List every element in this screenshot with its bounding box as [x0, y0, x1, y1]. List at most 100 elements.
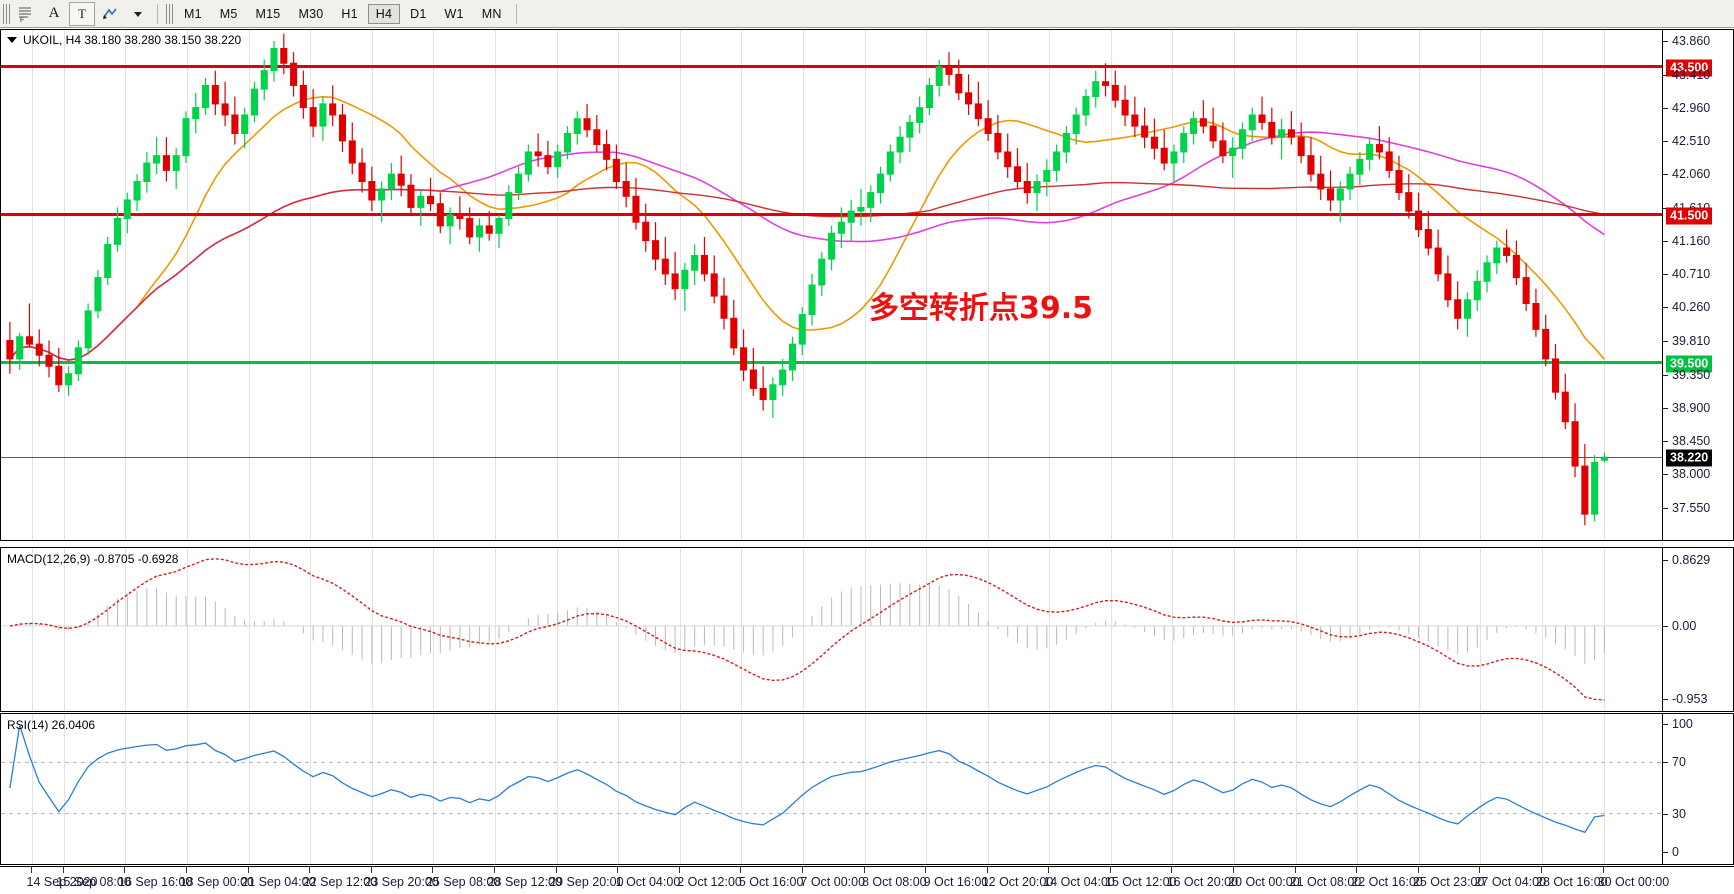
vertical-grid-line [1110, 548, 1112, 711]
level-line-support-39500[interactable] [1, 361, 1664, 365]
timeframe-m30[interactable]: M30 [298, 6, 324, 21]
rsi-tick [1663, 852, 1668, 853]
timeframe-m1[interactable]: M1 [184, 6, 202, 21]
vertical-grid-line [1049, 714, 1051, 864]
text-label-T-icon[interactable]: T [69, 1, 95, 26]
vertical-grid-line [802, 714, 804, 864]
vertical-grid-line [1542, 714, 1544, 864]
vertical-grid-line [310, 30, 312, 540]
time-tick [124, 867, 126, 873]
vertical-grid-line [1295, 548, 1297, 711]
timeframe-m5[interactable]: M5 [219, 6, 238, 21]
price-axis-label: 39.350 [1672, 367, 1711, 382]
timeframe-h4[interactable]: H4 [367, 3, 401, 24]
timeframe-d1[interactable]: D1 [410, 6, 427, 21]
price-tick [1663, 507, 1668, 509]
macd-axis-label: 0.00 [1672, 619, 1697, 634]
price-axis-label: 38.450 [1672, 434, 1711, 449]
rsi-plot-area[interactable] [1, 714, 1733, 864]
price-plot-area[interactable]: 多空转折点39.5 [1, 30, 1733, 540]
time-axis-label: 30 Oct 00:00 [1597, 875, 1670, 889]
macd-tick [1663, 560, 1668, 561]
time-axis-label: 28 Sep 12:00 [487, 875, 562, 889]
price-axis-label: 37.550 [1672, 500, 1711, 515]
timeframe-w1[interactable]: W1 [444, 6, 464, 21]
price-tick [1663, 141, 1668, 143]
price-axis[interactable]: 43.86043.50043.41042.96042.51042.06041.6… [1662, 30, 1733, 540]
vertical-grid-line [926, 548, 928, 711]
price-chart-panel[interactable]: 多空转折点39.5 UKOIL, H4 38.180 38.280 38.150… [0, 29, 1734, 541]
rsi-tick [1663, 724, 1668, 725]
timeframe-bar: M1 M5 M15 M30 H1 H4 D1 W1 MN [175, 3, 511, 24]
time-tick [617, 867, 619, 873]
time-axis-label: 2 Oct 12:00 [677, 875, 742, 889]
objects-icon[interactable] [97, 2, 123, 26]
vertical-grid-line [926, 714, 928, 864]
macd-axis: 0.8629 0.00 -0.953 [1662, 548, 1733, 711]
time-axis[interactable]: 14 Sep 2020 15 Sep 08:00 16 Sep 16:00 18 Se… [0, 866, 1734, 894]
rsi-tick [1663, 813, 1668, 815]
vertical-grid-line [1480, 714, 1482, 864]
vertical-grid-line [679, 548, 681, 711]
vertical-grid-line [1049, 548, 1051, 711]
price-axis-label: 42.060 [1672, 167, 1711, 182]
time-tick [1541, 867, 1543, 873]
vertical-grid-line [433, 30, 435, 540]
time-axis-label: 9 Oct 16:00 [923, 875, 989, 889]
vertical-grid-line [1418, 714, 1420, 864]
time-axis-label: 16 Sep 16:00 [118, 875, 193, 889]
vertical-grid-line [741, 714, 743, 864]
toolbar-separator-2 [515, 3, 517, 24]
time-axis-label: 16 Oct 20:00 [1166, 875, 1239, 889]
time-axis-label: 15 Sep 08:00 [56, 875, 131, 889]
vertical-grid-line [864, 714, 866, 864]
vertical-grid-line [32, 30, 34, 540]
macd-panel[interactable]: MACD(12,26,9) -0.8705 -0.6928 0.8629 0.00… [0, 547, 1734, 712]
collapse-triangle-icon[interactable] [7, 37, 17, 43]
vertical-grid-line [741, 30, 743, 540]
time-tick [1048, 867, 1050, 873]
time-axis-label: 29 Sep 20:00 [549, 875, 624, 889]
time-tick [863, 867, 865, 873]
vertical-grid-line [926, 30, 928, 540]
macd-tick [1663, 699, 1668, 700]
vertical-grid-line [1049, 30, 1051, 540]
vertical-grid-line [987, 548, 989, 711]
price-axis-label: 38.900 [1672, 400, 1711, 415]
timeframe-m15[interactable]: M15 [255, 6, 281, 21]
time-tick [1602, 867, 1604, 873]
level-line-last-price-38220[interactable] [1, 457, 1664, 459]
chevron-down-icon[interactable] [125, 2, 151, 26]
time-axis-label: 1 Oct 04:00 [615, 875, 681, 889]
level-line-resistance-43500[interactable] [1, 65, 1664, 69]
timeframe-mn[interactable]: MN [481, 6, 502, 21]
vertical-grid-line [32, 548, 34, 711]
text-A-icon[interactable]: A [48, 5, 60, 21]
vertical-grid-line [802, 548, 804, 711]
crosshair-grid-icon[interactable]: F [13, 2, 39, 26]
macd-axis-label: 0.8629 [1672, 553, 1711, 567]
time-tick [740, 867, 742, 873]
macd-plot-area[interactable] [1, 548, 1733, 711]
toolbar-grip-icon[interactable] [3, 3, 10, 24]
vertical-grid-line [248, 714, 250, 864]
vertical-grid-line [494, 30, 496, 540]
price-axis-label: 42.510 [1672, 134, 1711, 149]
timeframe-grip-icon[interactable] [166, 3, 173, 24]
macd-header: MACD(12,26,9) -0.8705 -0.6928 [7, 552, 179, 566]
time-axis-label: 28 Oct 16:00 [1536, 875, 1608, 889]
vertical-grid-line [63, 548, 65, 711]
vertical-grid-line [32, 714, 34, 864]
rsi-panel[interactable]: RSI(14) 26.0406 100 70 30 0 [0, 713, 1734, 865]
vertical-grid-line [494, 714, 496, 864]
vertical-grid-line [63, 714, 65, 864]
timeframe-h1[interactable]: H1 [341, 6, 358, 21]
vertical-grid-line [310, 548, 312, 711]
vertical-grid-line [1295, 30, 1297, 540]
vertical-grid-line [1480, 30, 1482, 540]
vertical-grid-line [1418, 548, 1420, 711]
level-line-resistance-41500[interactable] [1, 213, 1664, 217]
toolbar-separator [157, 3, 158, 24]
time-axis-label: 7 Oct 00:00 [800, 875, 866, 889]
time-tick [309, 867, 311, 873]
